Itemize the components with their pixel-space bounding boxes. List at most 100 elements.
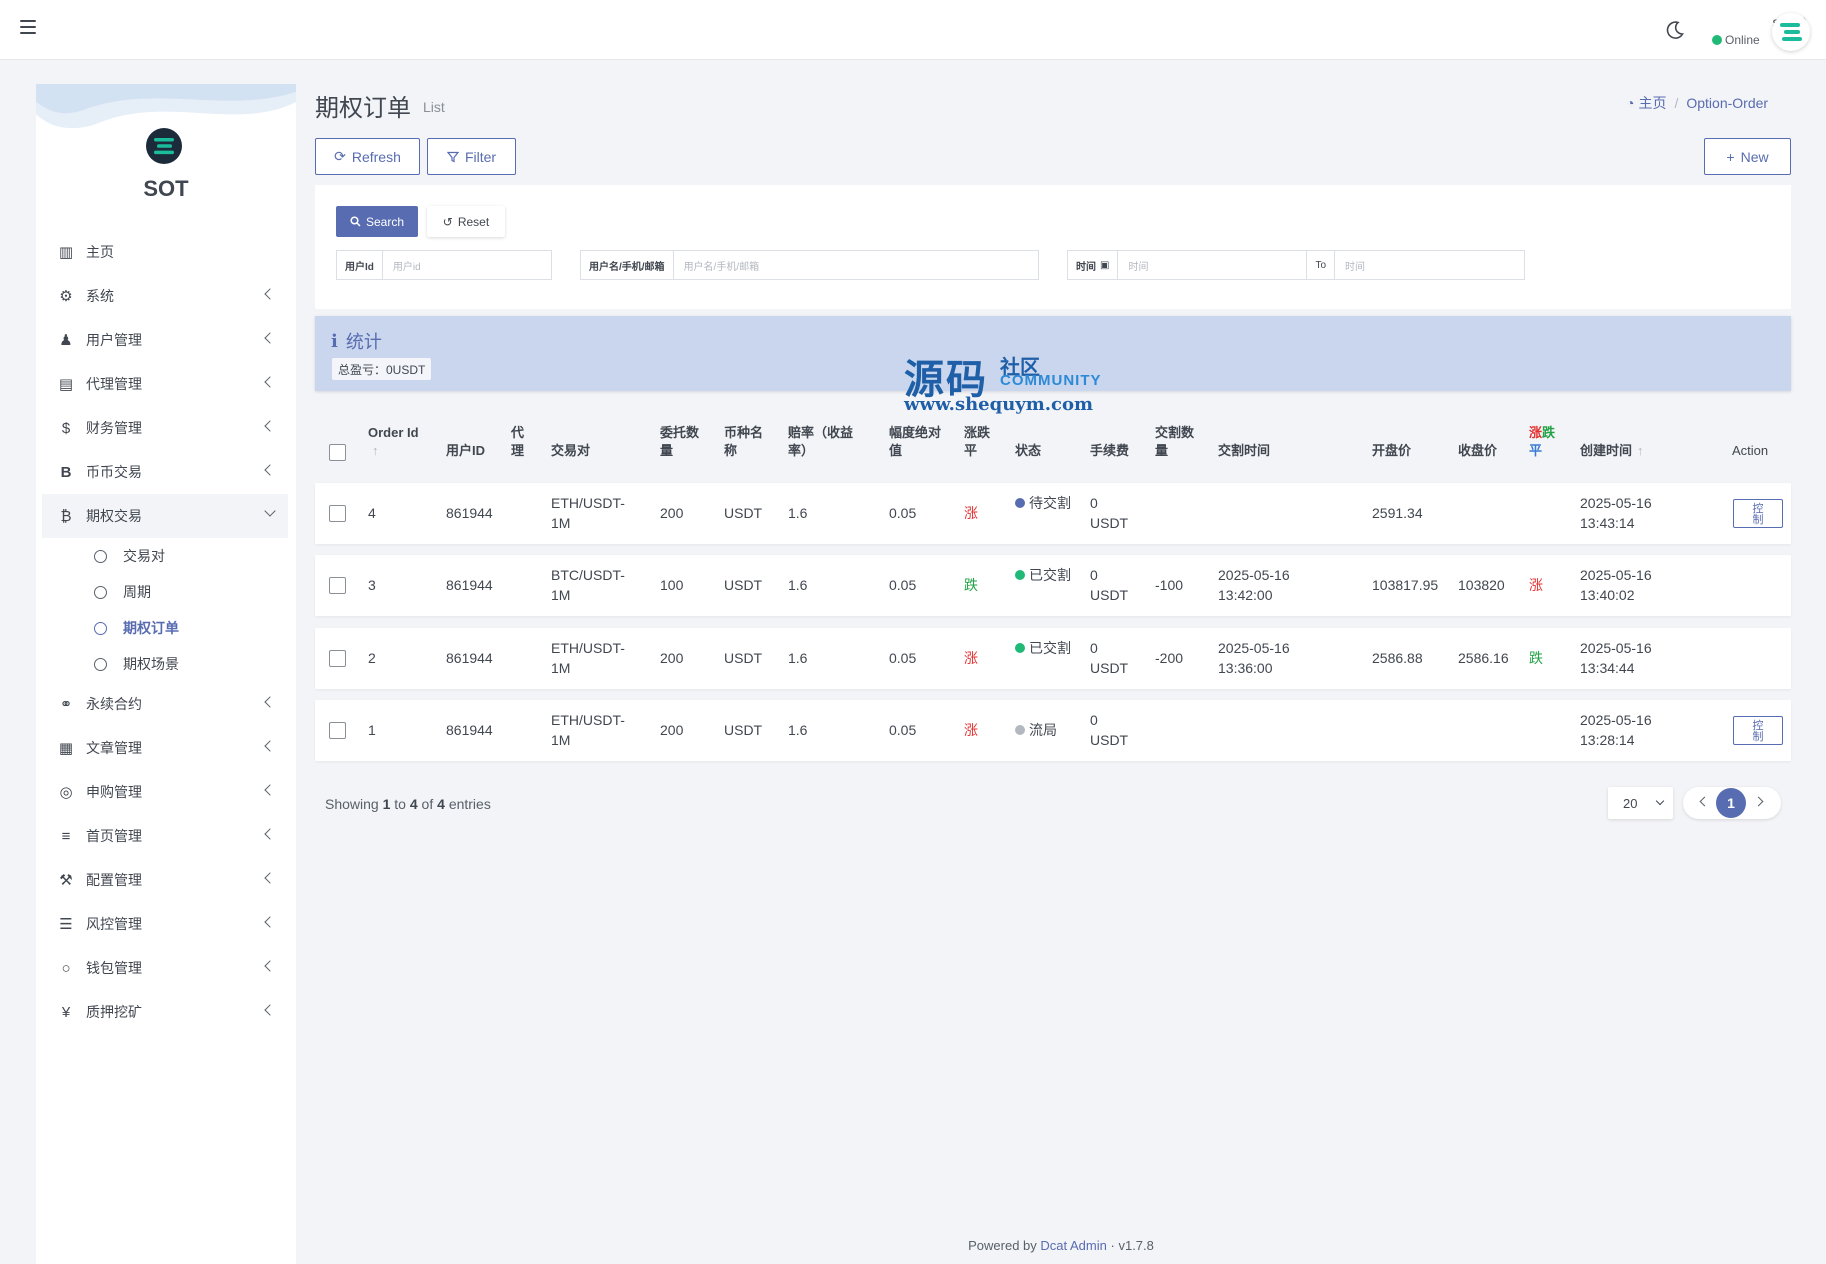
pagination: 1 <box>1683 787 1781 819</box>
th-order-id-label: Order Id <box>368 425 419 440</box>
time-start-input[interactable]: 时间 <box>1128 261 1149 273</box>
sidebar-item-finance[interactable]: $ 财务管理 <box>42 406 288 450</box>
avatar-logo-icon <box>1780 23 1802 41</box>
th-agent: 代理 <box>511 425 525 458</box>
showing-of-word: of <box>421 796 434 812</box>
sidebar-subitem-periods[interactable]: 周期 <box>42 574 288 610</box>
search-button[interactable]: Search <box>336 206 418 237</box>
sidebar-item-spot-trading[interactable]: B 币币交易 <box>42 450 288 494</box>
sidebar-subitem-pairs[interactable]: 交易对 <box>42 538 288 574</box>
chevron-left-icon <box>264 376 276 388</box>
cell-settle-time: 2025-05-16 13:42:00 <box>1218 567 1290 603</box>
sidebar-subitem-option-orders[interactable]: 期权订单 <box>42 610 288 646</box>
showing-total: 4 <box>437 796 445 812</box>
th-result: 涨跌平 <box>1529 424 1559 460</box>
cell-fee: 0 USDT <box>1090 712 1129 748</box>
showing-to-word: to <box>394 796 406 812</box>
footer-link[interactable]: Dcat Admin <box>1040 1238 1107 1253</box>
sidebar-item-label: 申购管理 <box>86 784 142 800</box>
th-status: 状态 <box>1015 443 1042 458</box>
row-checkbox[interactable] <box>329 577 346 594</box>
per-page-select[interactable]: 20 <box>1608 787 1673 819</box>
cell-status-label: 已交割 <box>1029 567 1071 583</box>
sidebar-item-wallet[interactable]: ○ 钱包管理 <box>42 946 288 990</box>
cell-amount: 200 <box>660 722 684 738</box>
user-name-filter: 用户名/手机/邮箱 用户名/手机/邮箱 <box>580 250 1039 280</box>
cell-direction: 涨 <box>964 505 978 521</box>
watermark-community: COMMUNITY <box>1000 372 1102 389</box>
dashboard-icon: ◔ <box>1626 95 1635 111</box>
prev-page-icon[interactable] <box>1699 796 1710 807</box>
sidebar-item-system[interactable]: ⚙ 系统 <box>42 274 288 318</box>
hamburger-menu-icon[interactable] <box>20 20 36 34</box>
avatar[interactable] <box>1772 13 1810 51</box>
cell-odds: 1.6 <box>788 722 808 738</box>
cell-order-id: 3 <box>368 577 376 593</box>
cell-close-price: 103820 <box>1458 577 1505 593</box>
cell-user-id: 861944 <box>446 505 493 521</box>
user-name-input[interactable]: 用户名/手机/邮箱 <box>683 261 760 273</box>
sidebar-item-label: 代理管理 <box>86 376 142 392</box>
sidebar-item-homepage[interactable]: ≡ 首页管理 <box>42 814 288 858</box>
control-button[interactable]: 控制 <box>1733 716 1783 745</box>
breadcrumb-home[interactable]: 主页 <box>1638 95 1667 111</box>
th-fee: 手续费 <box>1090 443 1130 458</box>
brand-name: SOT <box>143 176 189 201</box>
wrench-icon: ⚒ <box>59 872 73 889</box>
sidebar-subitem-option-scenes[interactable]: 期权场景 <box>42 646 288 682</box>
sidebar-item-home[interactable]: ▥ 主页 <box>42 230 288 274</box>
new-button[interactable]: + New <box>1704 138 1791 175</box>
sidebar-item-label: 币币交易 <box>86 464 142 480</box>
cell-direction: 涨 <box>964 650 978 666</box>
th-coin: 币种名称 <box>724 425 764 458</box>
user-id-input[interactable]: 用户id <box>392 261 421 273</box>
sidebar-item-perpetual[interactable]: ⚭ 永续合约 <box>42 682 288 726</box>
row-checkbox[interactable] <box>329 650 346 667</box>
sidebar-item-subscription[interactable]: ◎ 申购管理 <box>42 770 288 814</box>
cell-range: 0.05 <box>889 577 917 593</box>
cell-open-price: 103817.95 <box>1372 577 1439 593</box>
calendar-icon: ▣ <box>1100 259 1110 271</box>
cell-amount: 100 <box>660 577 684 593</box>
cell-direction: 涨 <box>964 722 978 738</box>
sidebar-item-config[interactable]: ⚒ 配置管理 <box>42 858 288 902</box>
plus-icon: + <box>1726 148 1735 165</box>
dark-mode-moon-icon[interactable] <box>1665 20 1685 40</box>
sort-arrow-up-icon: ↑ <box>1637 443 1644 458</box>
cell-amount: 200 <box>660 505 684 521</box>
sidebar-item-option-trading[interactable]: ₿ 期权交易 <box>42 494 288 538</box>
bitcoin-icon: ₿ <box>60 507 72 525</box>
row-checkbox[interactable] <box>329 722 346 739</box>
sidebar-item-staking[interactable]: ¥ 质押挖矿 <box>42 990 288 1034</box>
reset-button[interactable]: ↺ Reset <box>427 206 505 237</box>
sidebar-item-label: 永续合约 <box>86 696 142 712</box>
th-order-id[interactable]: Order Id ↑ <box>368 424 419 460</box>
circle-icon: ○ <box>61 959 71 977</box>
next-page-icon[interactable] <box>1753 796 1764 807</box>
cell-status: 已交割 <box>1015 565 1071 585</box>
sidebar-item-users[interactable]: ♟ 用户管理 <box>42 318 288 362</box>
control-button[interactable]: 控制 <box>1733 499 1783 528</box>
filter-icon <box>446 151 459 162</box>
chevron-left-icon <box>264 420 276 432</box>
th-created-at[interactable]: 创建时间 ↑ <box>1580 442 1644 460</box>
sidebar-item-label: 用户管理 <box>86 332 142 348</box>
sidebar-item-risk[interactable]: ☰ 风控管理 <box>42 902 288 946</box>
cell-created-at: 2025-05-16 13:40:02 <box>1580 567 1652 603</box>
sidebar-item-label: 期权交易 <box>86 508 142 524</box>
time-end-input[interactable]: 时间 <box>1345 261 1366 273</box>
sidebar-item-agents[interactable]: ▤ 代理管理 <box>42 362 288 406</box>
sidebar-item-label: 文章管理 <box>86 740 142 756</box>
row-checkbox[interactable] <box>329 505 346 522</box>
sidebar-wave-decoration <box>36 84 296 129</box>
search-icon <box>350 216 361 227</box>
sidebar-item-label: 系统 <box>86 288 114 304</box>
select-all-checkbox[interactable] <box>329 444 346 461</box>
cell-status-label: 待交割 <box>1029 495 1071 511</box>
cell-odds: 1.6 <box>788 650 808 666</box>
filter-button[interactable]: Filter <box>427 138 516 175</box>
refresh-button[interactable]: ⟳ Refresh <box>315 138 420 175</box>
cell-coin: USDT <box>724 650 763 666</box>
sidebar-item-articles[interactable]: ▦ 文章管理 <box>42 726 288 770</box>
page-number-current[interactable]: 1 <box>1716 788 1746 818</box>
